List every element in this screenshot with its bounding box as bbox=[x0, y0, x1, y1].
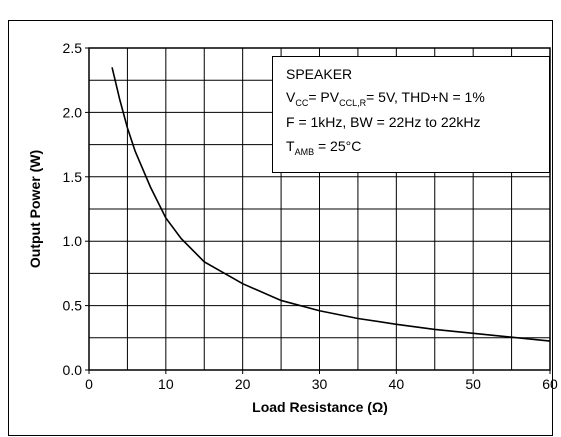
y-tick-label: 0.0 bbox=[63, 362, 83, 378]
annotation-box bbox=[272, 56, 550, 173]
annotation-part: T bbox=[286, 138, 295, 154]
annotation-text: VCC= PVCCL,R= 5V, THD+N = 1% bbox=[286, 89, 485, 108]
annotation-part: V bbox=[286, 89, 296, 105]
annotation-part: = 25°C bbox=[314, 138, 361, 154]
y-tick-label: 2.5 bbox=[63, 40, 83, 56]
y-tick-label: 1.5 bbox=[63, 169, 83, 185]
x-axis-label: Load Resistance (Ω) bbox=[252, 399, 388, 415]
y-tick-label: 2.0 bbox=[63, 104, 83, 120]
annotation-text: F = 1kHz, BW = 22Hz to 22kHz bbox=[286, 114, 481, 130]
series-line bbox=[111, 67, 551, 342]
y-tick-label: 1.0 bbox=[63, 233, 83, 249]
annotation-text: SPEAKER bbox=[286, 66, 352, 82]
annotation-part: AMB bbox=[295, 147, 315, 157]
annotation-part: = PV bbox=[308, 89, 339, 105]
annotation-part: CCL,R bbox=[339, 98, 367, 108]
annotation-text: TAMB = 25°C bbox=[286, 138, 361, 157]
x-tick-label: 50 bbox=[465, 376, 481, 392]
figure-frame bbox=[8, 20, 553, 436]
x-tick-label: 10 bbox=[158, 376, 174, 392]
x-tick-label: 20 bbox=[235, 376, 251, 392]
x-tick-label: 60 bbox=[542, 376, 558, 392]
y-axis-label: Output Power (W) bbox=[27, 150, 43, 268]
y-tick-label: 0.5 bbox=[63, 298, 83, 314]
annotation-part: SPEAKER bbox=[286, 66, 352, 82]
x-tick-label: 0 bbox=[85, 376, 93, 392]
annotation-part: F = 1kHz, BW = 22Hz to 22kHz bbox=[286, 114, 481, 130]
annotation-part: = 5V, THD+N = 1% bbox=[366, 89, 485, 105]
x-tick-label: 40 bbox=[389, 376, 405, 392]
x-tick-label: 30 bbox=[312, 376, 328, 392]
annotation-part: CC bbox=[295, 98, 308, 108]
